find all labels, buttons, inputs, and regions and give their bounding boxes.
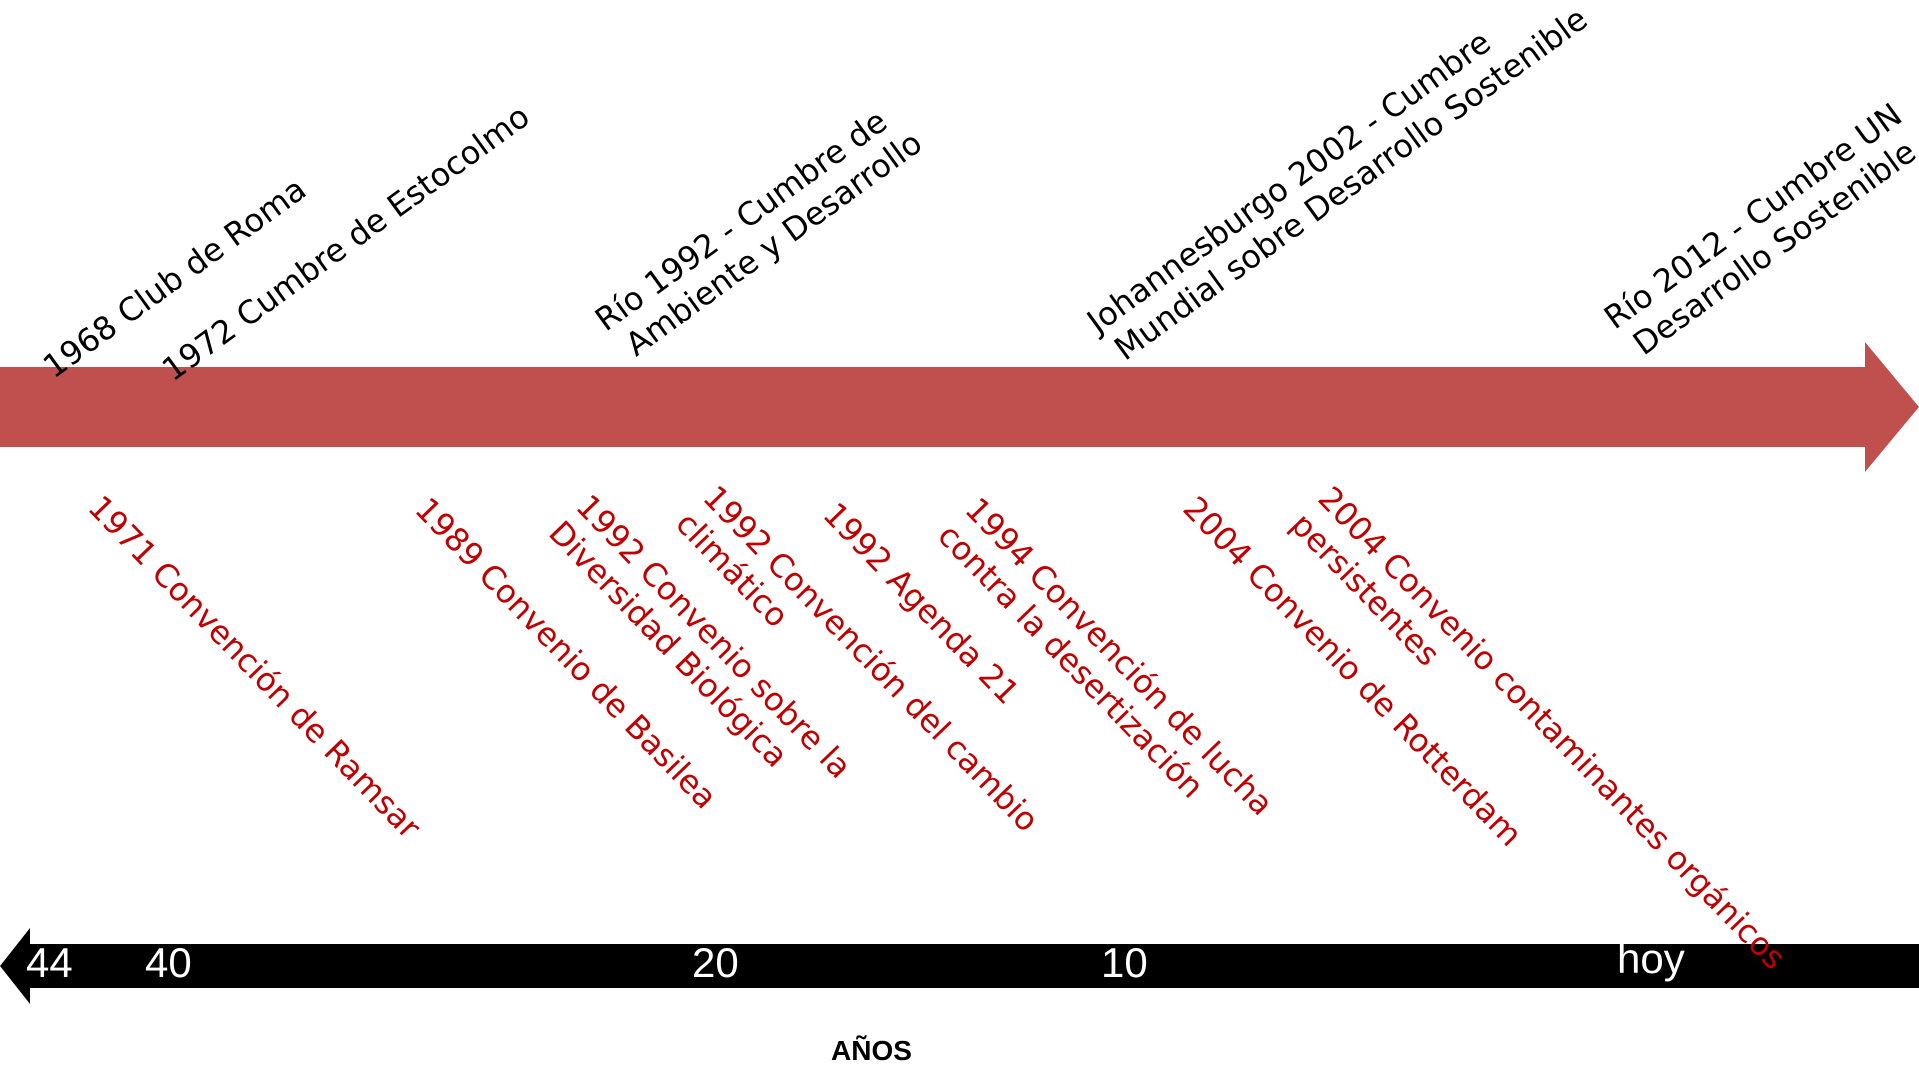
axis-tick-10: 10 (1101, 939, 1148, 986)
axis-tick-40: 40 (145, 939, 192, 986)
axis-title: AÑOS (831, 1035, 912, 1066)
main-timeline-arrow (0, 342, 1919, 472)
axis-tick-20: 20 (692, 939, 739, 986)
axis-tick-44: 44 (26, 939, 73, 986)
axis-tick-hoy: hoy (1617, 935, 1685, 982)
years-axis-arrow (0, 928, 1919, 1004)
